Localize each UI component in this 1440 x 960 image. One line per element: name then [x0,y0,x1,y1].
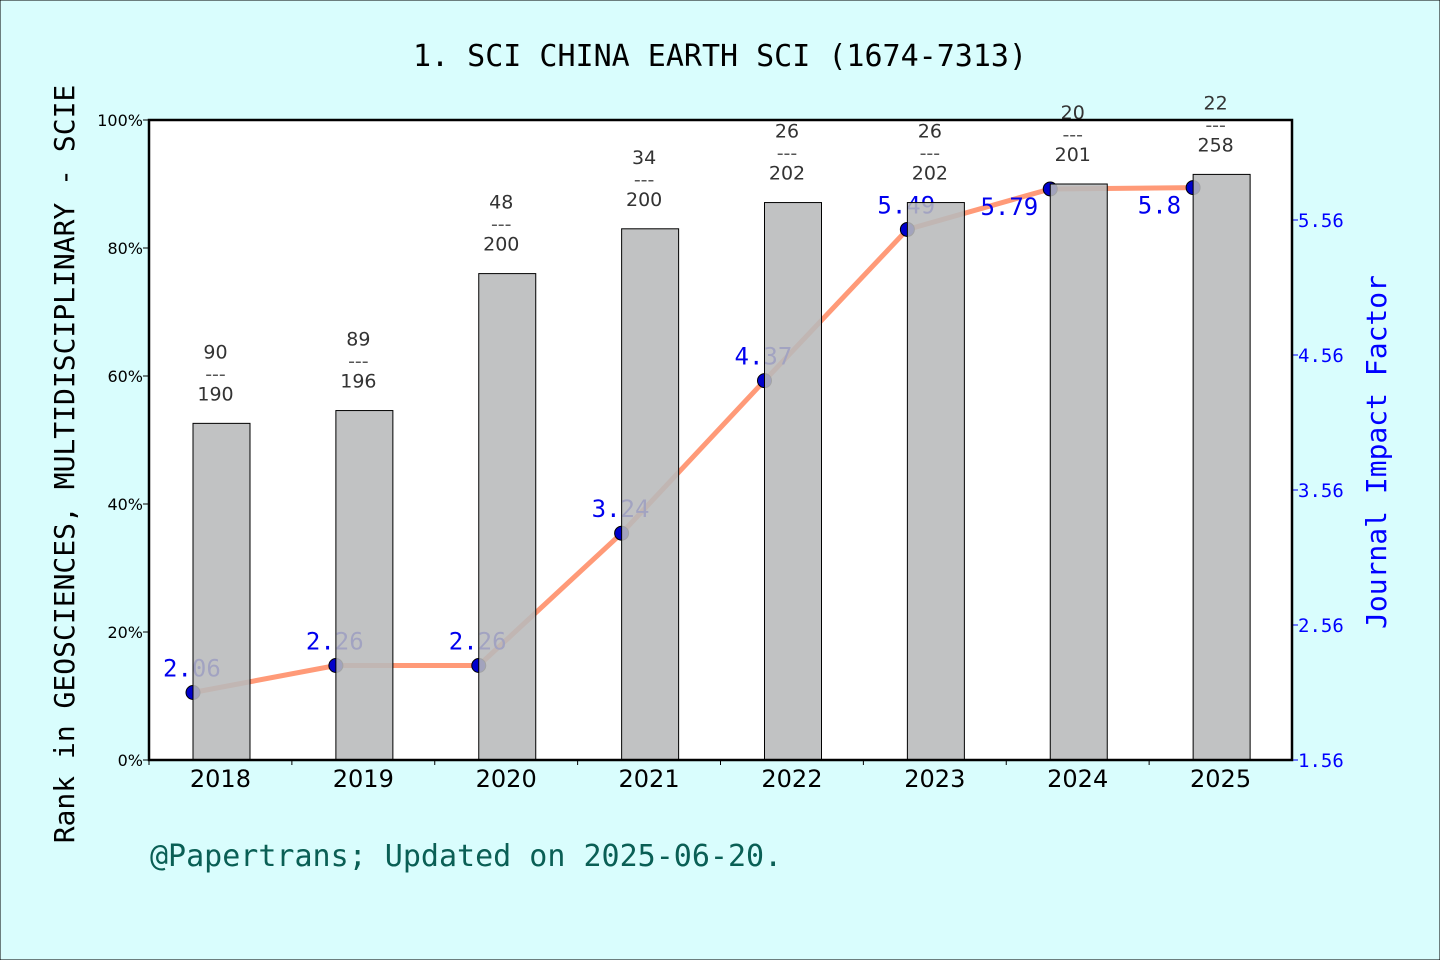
rank-label: 22 [1204,92,1228,114]
rank-bar [906,202,965,761]
y-tick-label: 80% [107,239,143,258]
rank-bar [621,228,680,761]
rank-separator: --- [205,363,226,385]
rank-bar [1192,173,1251,761]
footer-note: @Papertrans; Updated on 2025-06-20. [150,839,782,874]
y-tick-label: 60% [107,367,143,386]
total-label: 200 [483,234,519,256]
rank-label: 89 [346,329,370,351]
y2-axis-label: Journal Impact Factor [1360,275,1393,629]
rank-separator: --- [777,143,798,165]
rank-bar [764,202,822,761]
x-tick-label: 2021 [619,765,680,793]
rank-separator: --- [920,143,941,165]
rank-separator: --- [491,214,512,236]
rank-label: 34 [632,147,656,169]
x-tick-label: 2023 [904,765,965,793]
total-label: 201 [1055,144,1091,166]
x-tick-label: 2022 [761,765,822,793]
total-label: 200 [626,189,662,211]
x-tick-label: 2024 [1047,765,1108,793]
rank-bar [335,410,394,761]
total-label: 202 [912,163,948,185]
y2-tick-label: 2.56 [1298,615,1344,637]
total-label: 258 [1197,134,1233,156]
rank-separator: --- [634,169,655,191]
y2-tick-label: 3.56 [1298,480,1344,502]
rank-label: 90 [203,341,227,363]
rank-label: 26 [775,121,799,143]
x-tick-label: 2019 [333,765,394,793]
impact-factor-label: 5.79 [980,193,1038,221]
rank-label: 48 [489,192,513,214]
x-tick-label: 2020 [476,765,537,793]
total-label: 196 [340,371,376,393]
rank-separator: --- [1062,124,1083,146]
chart-title: 1. SCI CHINA EARTH SCI (1674-7313) [413,39,1027,74]
plot-area [149,120,1292,760]
impact-factor-label: 5.8 [1138,192,1181,220]
rank-label: 20 [1061,102,1085,124]
total-label: 190 [197,383,233,405]
y-tick-label: 0% [118,751,143,770]
y-axis-label: Rank in GEOSCIENCES, MULTIDISCIPLINARY -… [48,85,81,844]
total-label: 202 [769,163,805,185]
y-tick-label: 20% [107,623,143,642]
plot-frame [147,118,1294,762]
x-tick-label: 2018 [190,765,251,793]
y-tick-label: 40% [107,495,143,514]
y-tick-label: 100% [97,111,143,130]
x-tick-label: 2025 [1190,765,1251,793]
y2-tick-label: 1.56 [1298,750,1344,772]
rank-separator: --- [1205,114,1226,136]
rank-bar [1049,183,1108,761]
y2-tick-label: 5.56 [1298,210,1344,232]
rank-label: 26 [918,121,942,143]
rank-separator: --- [348,351,369,373]
y2-tick-label: 4.56 [1298,345,1344,367]
rank-bar [478,273,537,761]
rank-bar [192,422,251,761]
